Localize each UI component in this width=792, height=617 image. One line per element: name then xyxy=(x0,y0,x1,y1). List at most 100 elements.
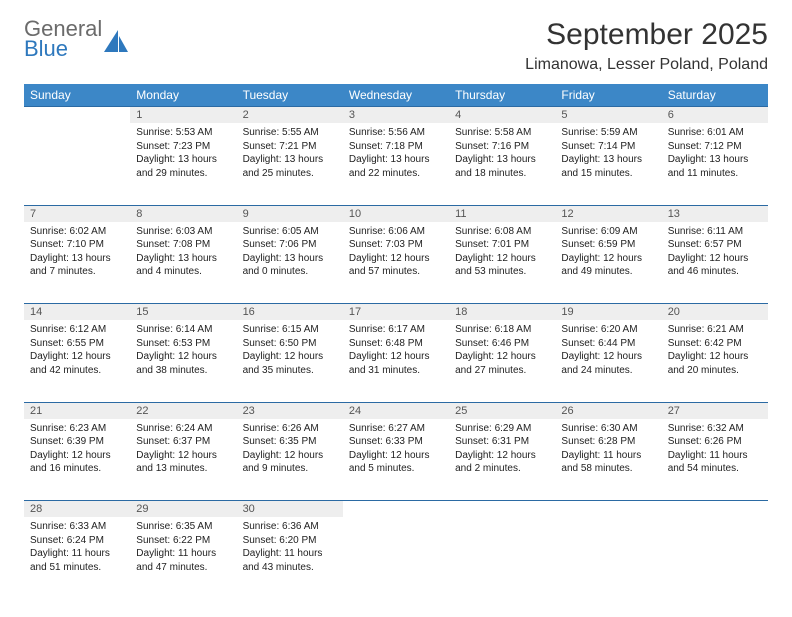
day-number-cell: 28 xyxy=(24,501,130,518)
day-number: 30 xyxy=(243,503,255,515)
sunrise-text: Sunrise: 6:12 AM xyxy=(30,323,124,337)
day-number: 22 xyxy=(136,405,148,417)
day-number-cell: 6 xyxy=(662,107,768,124)
title-block: September 2025 Limanowa, Lesser Poland, … xyxy=(525,18,768,74)
day2-text: and 54 minutes. xyxy=(668,462,762,476)
sunrise-text: Sunrise: 6:26 AM xyxy=(243,422,337,436)
day-number-cell: 18 xyxy=(449,304,555,321)
day-number-cell: 22 xyxy=(130,402,236,419)
location: Limanowa, Lesser Poland, Poland xyxy=(525,56,768,74)
header: General Blue September 2025 Limanowa, Le… xyxy=(24,18,768,74)
day-cell: Sunrise: 6:01 AMSunset: 7:12 PMDaylight:… xyxy=(662,123,768,205)
week-row: Sunrise: 6:33 AMSunset: 6:24 PMDaylight:… xyxy=(24,517,768,599)
day-number-cell: 20 xyxy=(662,304,768,321)
day-cell: Sunrise: 6:36 AMSunset: 6:20 PMDaylight:… xyxy=(237,517,343,599)
day-number: 29 xyxy=(136,503,148,515)
day-cell: Sunrise: 6:03 AMSunset: 7:08 PMDaylight:… xyxy=(130,222,236,304)
sunset-text: Sunset: 6:44 PM xyxy=(561,337,655,351)
day1-text: Daylight: 12 hours xyxy=(455,350,549,364)
day2-text: and 46 minutes. xyxy=(668,265,762,279)
day1-text: Daylight: 11 hours xyxy=(243,547,337,561)
day1-text: Daylight: 13 hours xyxy=(136,153,230,167)
sunrise-text: Sunrise: 5:58 AM xyxy=(455,126,549,140)
sunrise-text: Sunrise: 6:30 AM xyxy=(561,422,655,436)
day2-text: and 58 minutes. xyxy=(561,462,655,476)
sunrise-text: Sunrise: 6:20 AM xyxy=(561,323,655,337)
daynum-row: 14151617181920 xyxy=(24,304,768,321)
day-number-cell: 7 xyxy=(24,205,130,222)
sunrise-text: Sunrise: 6:11 AM xyxy=(668,225,762,239)
sunset-text: Sunset: 7:06 PM xyxy=(243,238,337,252)
sunset-text: Sunset: 7:14 PM xyxy=(561,140,655,154)
day1-text: Daylight: 12 hours xyxy=(349,449,443,463)
day-number-cell: 23 xyxy=(237,402,343,419)
sunset-text: Sunset: 6:35 PM xyxy=(243,435,337,449)
day-number-cell: 12 xyxy=(555,205,661,222)
sunset-text: Sunset: 6:55 PM xyxy=(30,337,124,351)
sunset-text: Sunset: 6:28 PM xyxy=(561,435,655,449)
day-cell: Sunrise: 6:32 AMSunset: 6:26 PMDaylight:… xyxy=(662,419,768,501)
day2-text: and 35 minutes. xyxy=(243,364,337,378)
day-number: 23 xyxy=(243,405,255,417)
sunrise-text: Sunrise: 6:21 AM xyxy=(668,323,762,337)
day-cell: Sunrise: 6:02 AMSunset: 7:10 PMDaylight:… xyxy=(24,222,130,304)
day1-text: Daylight: 13 hours xyxy=(243,153,337,167)
day-number-cell: 19 xyxy=(555,304,661,321)
day-number-cell: 15 xyxy=(130,304,236,321)
day-number-cell: 1 xyxy=(130,107,236,124)
sunset-text: Sunset: 6:22 PM xyxy=(136,534,230,548)
day1-text: Daylight: 13 hours xyxy=(30,252,124,266)
day-number: 10 xyxy=(349,208,361,220)
day1-text: Daylight: 13 hours xyxy=(455,153,549,167)
day2-text: and 25 minutes. xyxy=(243,167,337,181)
day-number: 20 xyxy=(668,306,680,318)
daynum-row: 28 29 30 xyxy=(24,501,768,518)
day2-text: and 20 minutes. xyxy=(668,364,762,378)
day-cell: Sunrise: 6:30 AMSunset: 6:28 PMDaylight:… xyxy=(555,419,661,501)
day-number-cell xyxy=(24,107,130,124)
sunset-text: Sunset: 6:59 PM xyxy=(561,238,655,252)
day-number-cell: 21 xyxy=(24,402,130,419)
day2-text: and 31 minutes. xyxy=(349,364,443,378)
day-number: 28 xyxy=(30,503,42,515)
day1-text: Daylight: 12 hours xyxy=(136,350,230,364)
sunset-text: Sunset: 6:46 PM xyxy=(455,337,549,351)
day-number-cell: 8 xyxy=(130,205,236,222)
day-number: 3 xyxy=(349,109,355,121)
day-cell: Sunrise: 6:09 AMSunset: 6:59 PMDaylight:… xyxy=(555,222,661,304)
day-cell: Sunrise: 5:56 AMSunset: 7:18 PMDaylight:… xyxy=(343,123,449,205)
day-cell: Sunrise: 5:53 AMSunset: 7:23 PMDaylight:… xyxy=(130,123,236,205)
day-number-cell: 9 xyxy=(237,205,343,222)
calendar-page: General Blue September 2025 Limanowa, Le… xyxy=(0,0,792,617)
sunset-text: Sunset: 6:37 PM xyxy=(136,435,230,449)
sunrise-text: Sunrise: 6:18 AM xyxy=(455,323,549,337)
day-number-cell xyxy=(449,501,555,518)
day-number: 6 xyxy=(668,109,674,121)
day2-text: and 47 minutes. xyxy=(136,561,230,575)
day-number: 2 xyxy=(243,109,249,121)
day-number: 16 xyxy=(243,306,255,318)
sunrise-text: Sunrise: 6:17 AM xyxy=(349,323,443,337)
week-row: Sunrise: 5:53 AMSunset: 7:23 PMDaylight:… xyxy=(24,123,768,205)
day-number-cell xyxy=(555,501,661,518)
sunrise-text: Sunrise: 6:06 AM xyxy=(349,225,443,239)
day-cell xyxy=(24,123,130,205)
day-cell: Sunrise: 6:20 AMSunset: 6:44 PMDaylight:… xyxy=(555,320,661,402)
sunrise-text: Sunrise: 6:15 AM xyxy=(243,323,337,337)
sunrise-text: Sunrise: 6:02 AM xyxy=(30,225,124,239)
sunset-text: Sunset: 6:24 PM xyxy=(30,534,124,548)
day2-text: and 51 minutes. xyxy=(30,561,124,575)
sunrise-text: Sunrise: 6:35 AM xyxy=(136,520,230,534)
day-number-cell: 26 xyxy=(555,402,661,419)
day1-text: Daylight: 12 hours xyxy=(455,252,549,266)
sunset-text: Sunset: 6:53 PM xyxy=(136,337,230,351)
sunset-text: Sunset: 6:26 PM xyxy=(668,435,762,449)
day-number-cell: 27 xyxy=(662,402,768,419)
sunset-text: Sunset: 6:48 PM xyxy=(349,337,443,351)
day1-text: Daylight: 11 hours xyxy=(136,547,230,561)
day2-text: and 15 minutes. xyxy=(561,167,655,181)
day1-text: Daylight: 12 hours xyxy=(349,350,443,364)
day2-text: and 2 minutes. xyxy=(455,462,549,476)
day1-text: Daylight: 13 hours xyxy=(561,153,655,167)
brand-logo: General Blue xyxy=(24,18,130,60)
